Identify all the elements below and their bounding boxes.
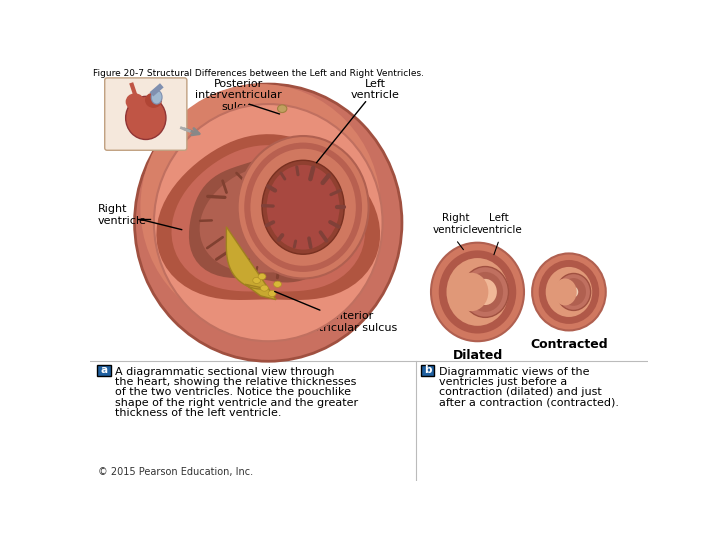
Ellipse shape bbox=[126, 93, 144, 110]
Text: after a contraction (contracted).: after a contraction (contracted). bbox=[438, 398, 618, 408]
Text: Left
ventricle: Left ventricle bbox=[351, 79, 400, 100]
Polygon shape bbox=[199, 167, 337, 272]
Ellipse shape bbox=[539, 260, 599, 324]
Ellipse shape bbox=[258, 273, 266, 280]
Ellipse shape bbox=[561, 278, 586, 306]
Text: Right
ventricle: Right ventricle bbox=[98, 204, 147, 226]
Text: Right
ventricle: Right ventricle bbox=[433, 213, 479, 235]
Text: Left
ventricle: Left ventricle bbox=[477, 213, 522, 235]
Ellipse shape bbox=[462, 267, 508, 318]
Text: ventricles just before a: ventricles just before a bbox=[438, 377, 567, 387]
Text: thickness of the left ventricle.: thickness of the left ventricle. bbox=[114, 408, 282, 418]
Polygon shape bbox=[189, 157, 351, 282]
Text: © 2015 Pearson Education, Inc.: © 2015 Pearson Education, Inc. bbox=[98, 467, 253, 477]
Text: Dilated: Dilated bbox=[452, 349, 503, 362]
Text: Fat in anterior
interventricular sulcus: Fat in anterior interventricular sulcus bbox=[271, 311, 397, 333]
Text: A diagrammatic sectional view through: A diagrammatic sectional view through bbox=[114, 367, 334, 376]
Ellipse shape bbox=[438, 251, 516, 334]
Ellipse shape bbox=[554, 279, 577, 306]
Ellipse shape bbox=[274, 281, 282, 287]
Text: Figure 20-7 Structural Differences between the Left and Right Ventricles.: Figure 20-7 Structural Differences betwe… bbox=[93, 70, 424, 78]
Ellipse shape bbox=[251, 148, 356, 266]
Polygon shape bbox=[171, 145, 365, 292]
Ellipse shape bbox=[454, 273, 488, 311]
Text: the heart, showing the relative thicknesses: the heart, showing the relative thicknes… bbox=[114, 377, 356, 387]
Ellipse shape bbox=[151, 90, 162, 104]
Ellipse shape bbox=[546, 267, 593, 317]
FancyBboxPatch shape bbox=[97, 364, 111, 376]
Ellipse shape bbox=[154, 104, 382, 341]
Ellipse shape bbox=[557, 273, 590, 310]
Polygon shape bbox=[156, 134, 380, 300]
Text: Posterior
interventricular
sulcus: Posterior interventricular sulcus bbox=[195, 79, 282, 112]
Ellipse shape bbox=[266, 165, 340, 249]
Text: a: a bbox=[100, 366, 107, 375]
Ellipse shape bbox=[277, 105, 287, 112]
Text: Diagrammatic views of the: Diagrammatic views of the bbox=[438, 367, 589, 376]
Ellipse shape bbox=[253, 278, 261, 284]
Ellipse shape bbox=[532, 253, 606, 330]
Ellipse shape bbox=[467, 272, 503, 312]
Ellipse shape bbox=[140, 84, 381, 330]
Text: of the two ventricles. Notice the pouchlike: of the two ventricles. Notice the pouchl… bbox=[114, 387, 351, 397]
FancyBboxPatch shape bbox=[104, 78, 187, 150]
Ellipse shape bbox=[569, 287, 578, 298]
Ellipse shape bbox=[244, 143, 362, 272]
Ellipse shape bbox=[145, 92, 162, 108]
Text: b: b bbox=[424, 366, 432, 375]
Text: Contracted: Contracted bbox=[530, 338, 608, 351]
FancyBboxPatch shape bbox=[421, 364, 434, 376]
Ellipse shape bbox=[261, 285, 269, 291]
Text: contraction (dilated) and just: contraction (dilated) and just bbox=[438, 387, 601, 397]
Ellipse shape bbox=[238, 136, 369, 279]
Ellipse shape bbox=[446, 258, 508, 326]
Polygon shape bbox=[226, 227, 276, 300]
Ellipse shape bbox=[262, 160, 344, 254]
Ellipse shape bbox=[431, 242, 524, 341]
Ellipse shape bbox=[135, 84, 402, 361]
Text: shape of the right ventricle and the greater: shape of the right ventricle and the gre… bbox=[114, 398, 358, 408]
Ellipse shape bbox=[269, 291, 276, 296]
Ellipse shape bbox=[474, 279, 497, 305]
Ellipse shape bbox=[126, 96, 166, 139]
